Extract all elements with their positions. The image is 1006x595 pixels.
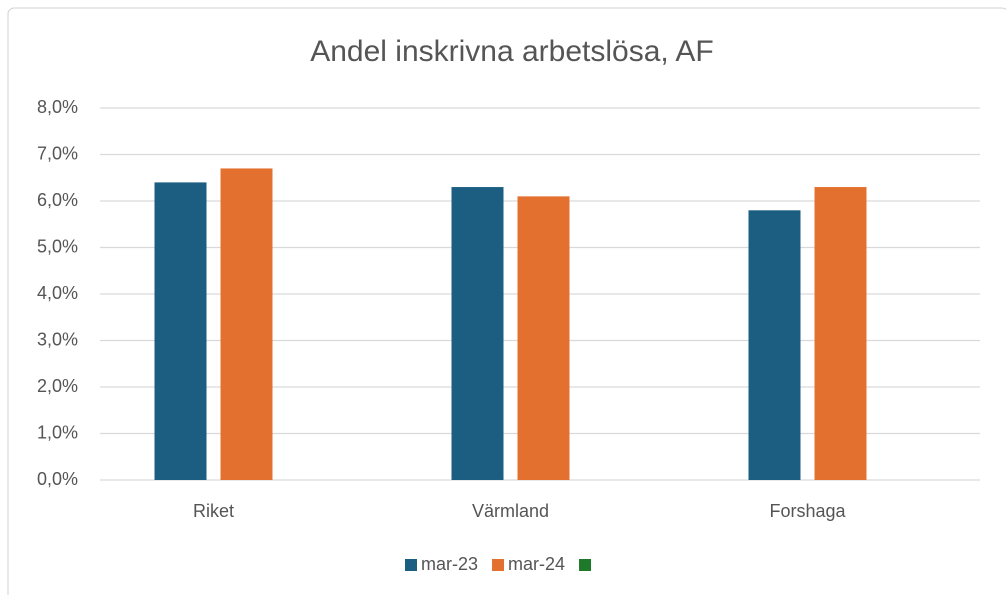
legend-swatch xyxy=(405,559,417,571)
legend-label: mar-23 xyxy=(421,554,478,574)
y-tick-label: 3,0% xyxy=(37,329,78,349)
legend-swatch xyxy=(579,559,592,571)
x-tick-label: Riket xyxy=(193,501,234,521)
y-tick-label: 5,0% xyxy=(37,236,78,256)
y-tick-label: 0,0% xyxy=(37,469,78,489)
bar xyxy=(517,196,570,480)
y-tick-label: 4,0% xyxy=(37,283,78,303)
bar xyxy=(154,182,207,480)
y-tick-label: 6,0% xyxy=(37,190,78,210)
y-tick-label: 8,0% xyxy=(37,97,78,117)
y-tick-label: 2,0% xyxy=(37,376,78,396)
y-tick-label: 7,0% xyxy=(37,143,78,163)
bar xyxy=(220,168,273,480)
legend-label: mar-24 xyxy=(508,554,565,574)
bar xyxy=(814,187,867,481)
chart-title: Andel inskrivna arbetslösa, AF xyxy=(310,35,714,68)
bar xyxy=(451,187,504,481)
y-tick-label: 1,0% xyxy=(37,422,78,442)
x-tick-label: Forshaga xyxy=(769,501,846,521)
x-tick-label: Värmland xyxy=(472,501,549,521)
bar xyxy=(748,210,801,481)
legend-swatch xyxy=(492,559,505,571)
